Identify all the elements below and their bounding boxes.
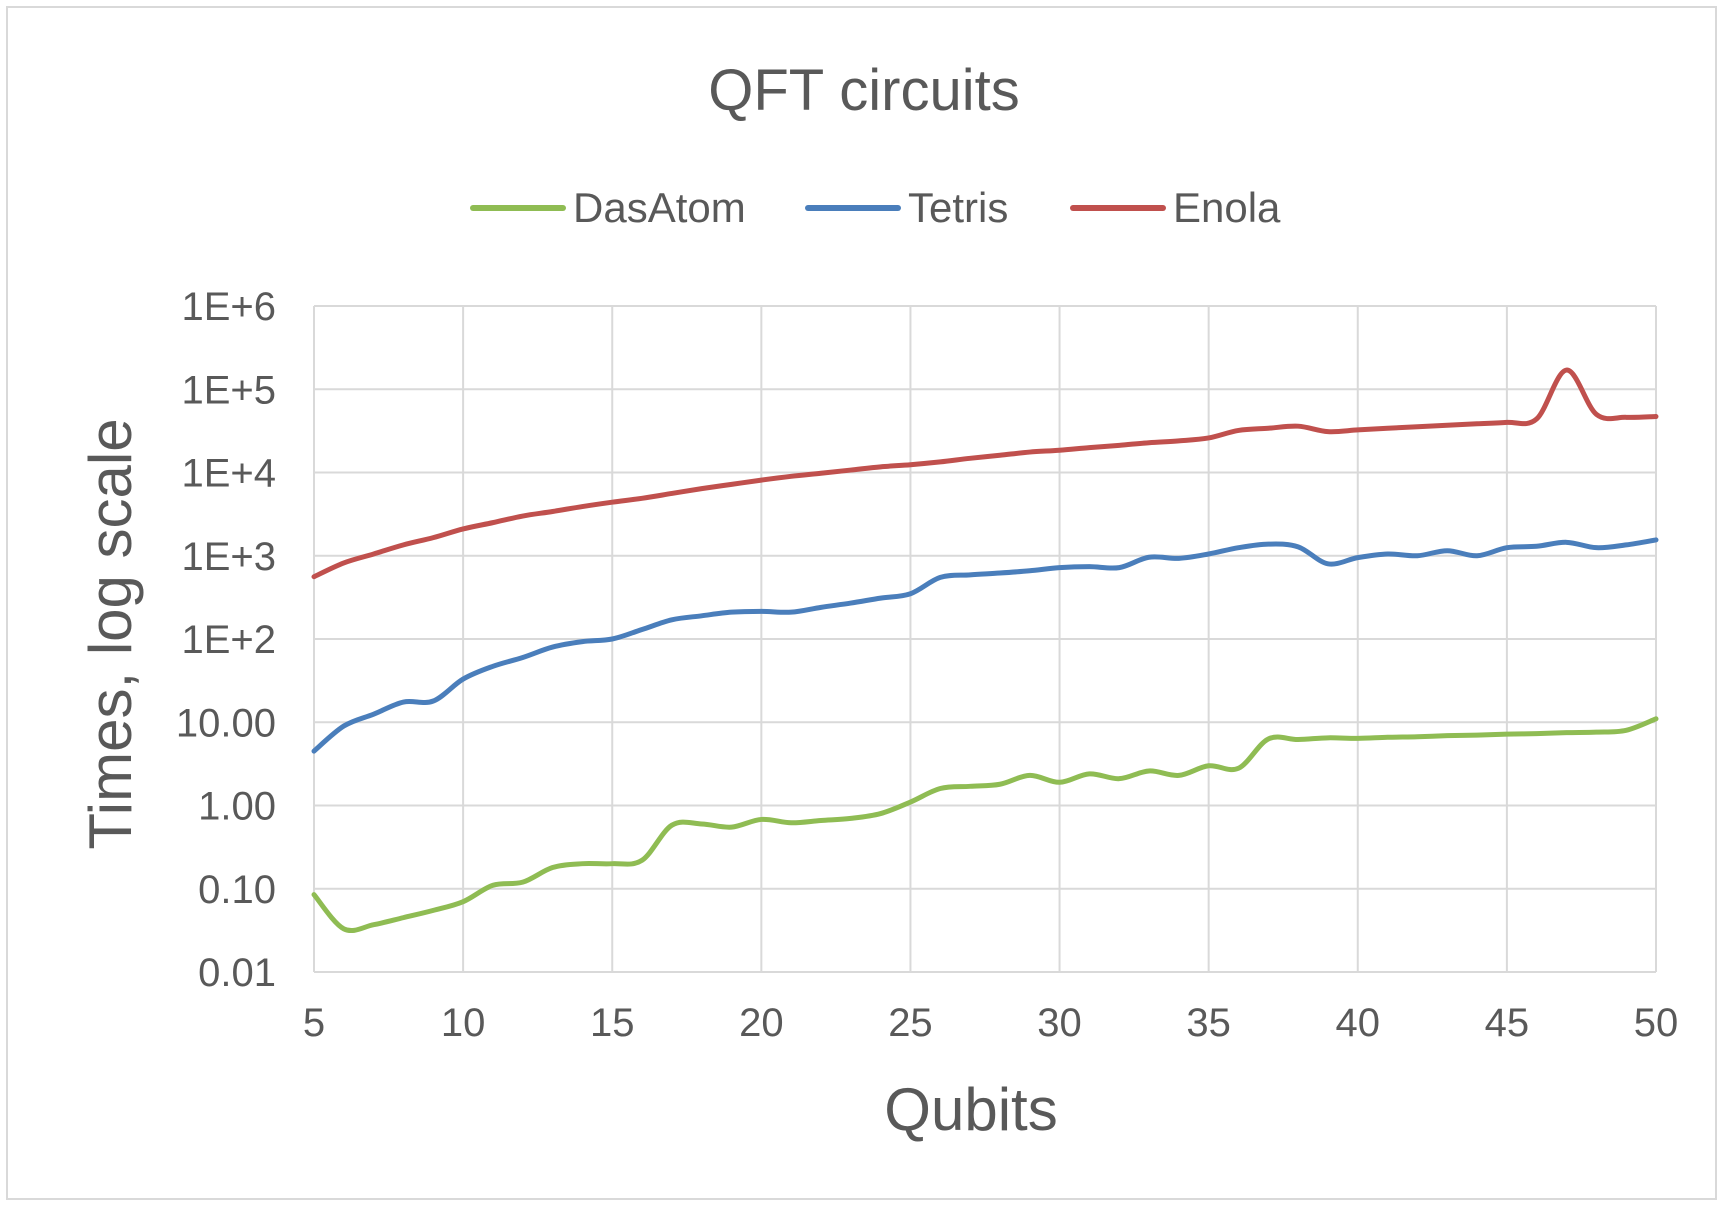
y-tick-label: 1E+3	[181, 535, 276, 579]
x-tick-label: 15	[590, 1001, 635, 1045]
x-tick-label: 20	[739, 1001, 784, 1045]
x-tick-label: 40	[1336, 1001, 1381, 1045]
qft-line-chart: QFT circuits DasAtom Tetris Enola 0.01 0.10…	[77, 58, 1678, 1143]
x-tick-label: 35	[1186, 1001, 1231, 1045]
series-line-dasatom	[311, 716, 1659, 934]
chart-frame: QFT circuits DasAtom Tetris Enola 0.01 0.10…	[6, 6, 1717, 1200]
legend: DasAtom Tetris Enola	[470, 184, 1281, 231]
y-axis-ticks: 0.01 0.10 1.00 10.00 1E+2 1E+3 1E+4 1E+5 1E+6	[176, 285, 276, 995]
x-axis-ticks: 5 10 15 20 25 30 35 40 45 50	[303, 1001, 1678, 1045]
series-line-enola	[311, 367, 1659, 580]
series-lines	[311, 367, 1659, 934]
y-tick-label: 0.01	[198, 951, 276, 995]
gridlines	[313, 305, 1657, 973]
x-tick-label: 25	[888, 1001, 933, 1045]
legend-label-tetris: Tetris	[908, 184, 1008, 231]
x-tick-label: 5	[303, 1001, 325, 1045]
x-tick-label: 30	[1037, 1001, 1082, 1045]
x-tick-label: 10	[441, 1001, 486, 1045]
y-tick-label: 0.10	[198, 868, 276, 912]
x-axis-title: Qubits	[884, 1076, 1057, 1143]
y-tick-label: 1E+2	[181, 618, 276, 662]
chart-title: QFT circuits	[708, 58, 1020, 123]
x-tick-label: 50	[1634, 1001, 1679, 1045]
legend-label-dasatom: DasAtom	[573, 184, 746, 231]
legend-label-enola: Enola	[1173, 184, 1281, 231]
y-axis-title: Times, log scale	[77, 418, 144, 849]
y-tick-label: 1E+6	[181, 285, 276, 329]
y-tick-label: 10.00	[176, 701, 276, 745]
y-tick-label: 1E+5	[181, 368, 276, 412]
y-tick-label: 1.00	[198, 785, 276, 829]
series-line-tetris	[311, 537, 1659, 754]
y-tick-label: 1E+4	[181, 452, 276, 496]
x-tick-label: 45	[1485, 1001, 1530, 1045]
